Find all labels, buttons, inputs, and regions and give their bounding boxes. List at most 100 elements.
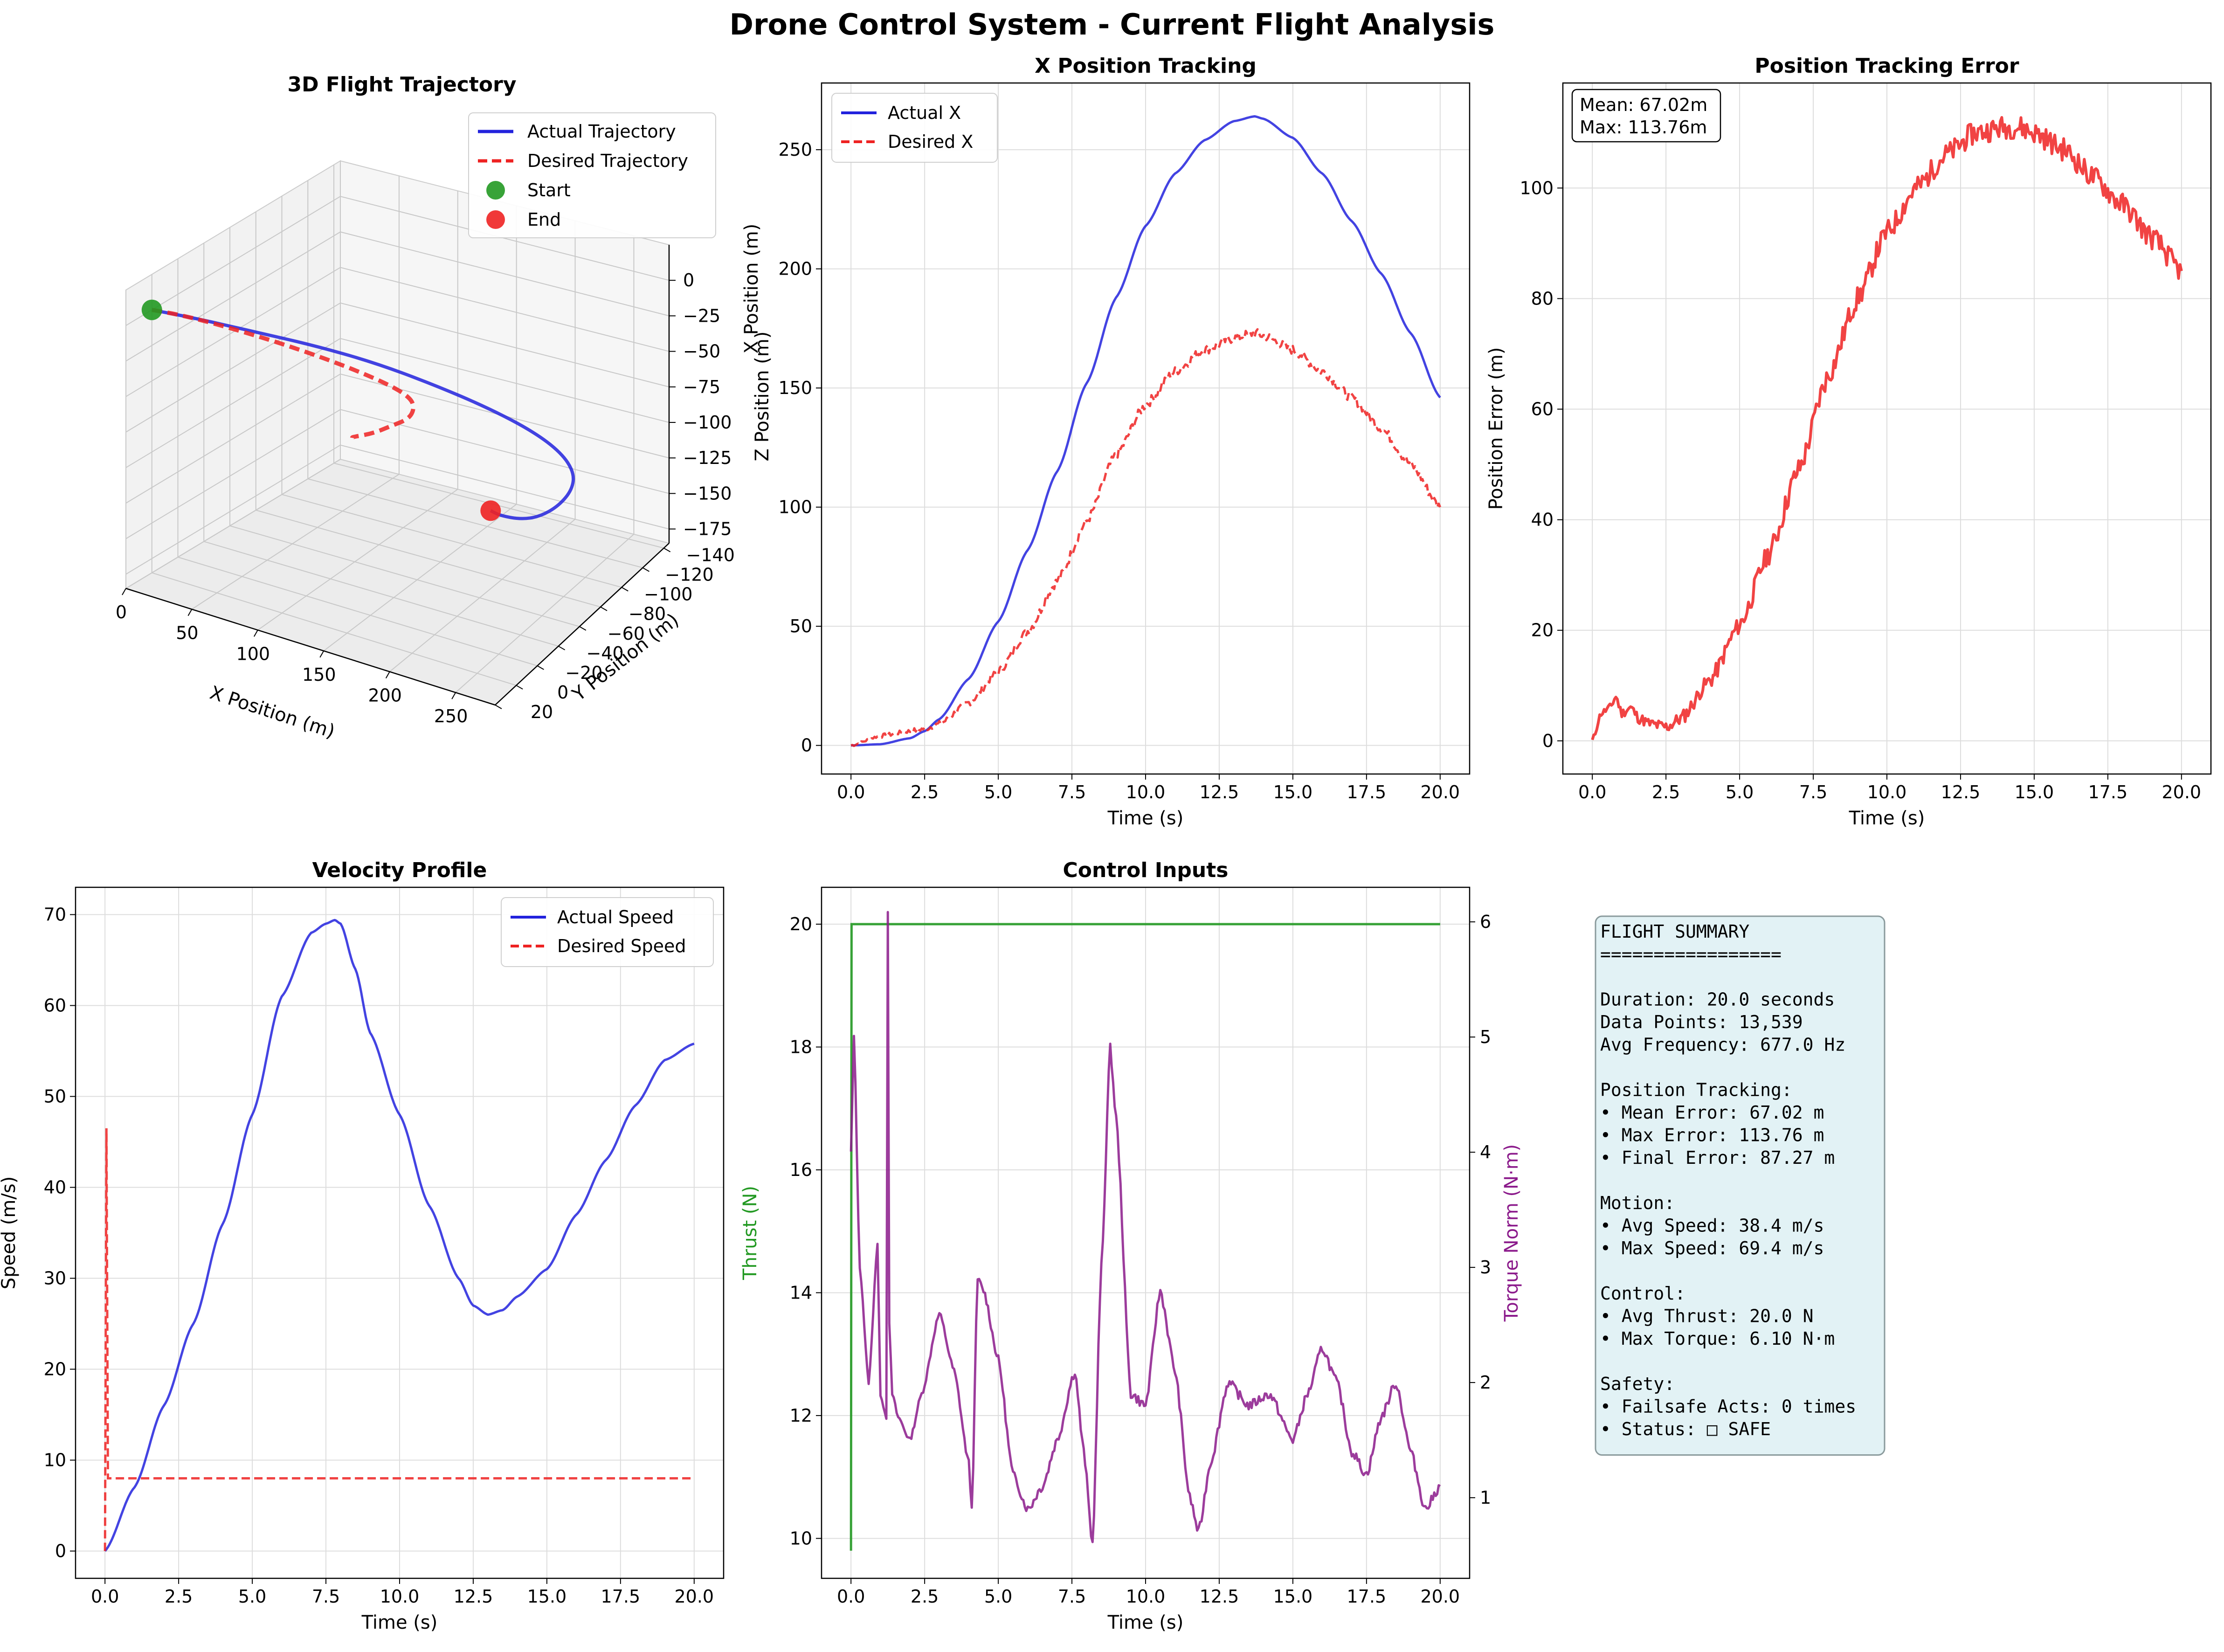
x-gridline: [125, 161, 341, 589]
x-axis-xpos: 0.0 2.5 5.0 7.5 10.0 12.5 15.0 17.5 20.0: [837, 83, 1460, 802]
x-tick-label: 20.0: [1421, 782, 1460, 802]
y-tick-label: −20: [565, 663, 602, 683]
legend-label: Actual Trajectory: [527, 121, 676, 142]
y-tick: [579, 626, 587, 631]
y-tick-label: −60: [608, 623, 645, 644]
y2-tick-label: 4: [1480, 1142, 1491, 1162]
z-gridline: [125, 196, 670, 326]
plot-frame: [75, 886, 725, 1579]
x-axis-error: 0.0 2.5 5.0 7.5 10.0 12.5 15.0 17.5 20.0: [1578, 83, 2201, 802]
summary-line: • Avg Thrust: 20.0 N: [1600, 1306, 1814, 1327]
legend-label: Desired Trajectory: [527, 151, 688, 171]
actual-trajectory-line: [152, 308, 575, 520]
z-tick-label: −100: [683, 412, 732, 433]
legend: Actual Speed Desired Speed: [501, 897, 714, 967]
z-gridline: [125, 373, 670, 504]
y2-tick-label: 1: [1480, 1487, 1491, 1508]
summary-line: Duration: 20.0 seconds: [1600, 989, 1835, 1010]
x-tick-label: 17.5: [2088, 782, 2128, 802]
x-tick-label: 10.0: [1867, 782, 1907, 802]
x-tick-label: 7.5: [312, 1586, 340, 1607]
grid-3d: [125, 161, 670, 705]
x-tick-label: 12.5: [454, 1586, 493, 1607]
summary-line: • Avg Speed: 38.4 m/s: [1600, 1216, 1824, 1236]
y-axis-velocity: 0 10 20 30 40 50 60 70: [44, 905, 724, 1562]
x-tick-label: 0.0: [837, 1586, 865, 1607]
legend-box: [501, 897, 714, 967]
x-tick-label: 15.0: [1273, 782, 1313, 802]
summary-box: [1595, 915, 1886, 1456]
y-axis-3d: 200−20−40−60−80−100−120−140: [495, 545, 735, 722]
x-tick: [122, 588, 126, 595]
desired-trajectory-line: [151, 308, 415, 440]
y-tick: [537, 665, 544, 670]
y-tick-label: 100: [778, 497, 812, 518]
mean-error-label: Mean: 67.02m: [1580, 95, 1707, 115]
x-tick-label: 10.0: [1126, 782, 1166, 802]
y-axis-xpos: 0 50 100 150 200 250: [778, 139, 1470, 756]
y-tick-label: −40: [587, 643, 624, 664]
y-axis-label: Thrust (N): [739, 1186, 761, 1280]
chart-title-velocity: Velocity Profile: [312, 858, 487, 882]
flight-summary: FLIGHT SUMMARY================= Duration:…: [1595, 915, 1886, 1456]
x-tick-label: 5.0: [238, 1586, 266, 1607]
x-tick-label: 7.5: [1799, 782, 1827, 802]
legend-marker: [486, 181, 505, 200]
legend-label: Actual X: [888, 103, 961, 123]
x-tick-label: 2.5: [911, 1586, 939, 1607]
y-axis-label: Position Error (m): [1485, 347, 1507, 510]
actual-x-line: [851, 115, 1441, 747]
legend-label: Actual Speed: [557, 907, 674, 927]
actual-speed-line: [104, 919, 695, 1552]
x-tick: [451, 692, 456, 699]
z-axis-label: Z Position (m): [752, 332, 773, 462]
summary-line: FLIGHT SUMMARY: [1600, 921, 1749, 942]
y-axis-control: 10 12 14 16 18 20: [790, 914, 1470, 1548]
x-axis-control: 0.0 2.5 5.0 7.5 10.0 12.5 15.0 17.5 20.0: [837, 887, 1460, 1607]
y2-axis-control: 1 2 3 4 5 6 Torque Norm (N·m): [1470, 912, 1522, 1508]
summary-line: • Final Error: 87.27 m: [1600, 1147, 1835, 1168]
desired-speed-line: [104, 1128, 694, 1551]
chart-title-control: Control Inputs: [1063, 858, 1229, 882]
x-axis-velocity: 0.0 2.5 5.0 7.5 10.0 12.5 15.0 17.5 20.0: [91, 887, 714, 1607]
y-tick-label: 250: [778, 139, 812, 160]
x-tick-label: 2.5: [1652, 782, 1680, 802]
y-tick-label: 200: [778, 259, 812, 279]
y-tick-label: 16: [790, 1160, 812, 1180]
summary-line: • Max Speed: 69.4 m/s: [1600, 1238, 1824, 1258]
x-tick-label: 15.0: [1273, 1586, 1313, 1607]
x-tick-label: 20.0: [1421, 1586, 1460, 1607]
stats-box: [1571, 89, 1721, 143]
y-tick-label: 70: [44, 905, 66, 925]
legend-box: [831, 93, 998, 163]
summary-line: Safety:: [1600, 1374, 1675, 1394]
y-tick-label: 0: [801, 735, 812, 756]
chart-velocity: Velocity Profile 0.0 2.5 5.0 7.5 10.0 12.5 15.0…: [0, 858, 725, 1633]
y-tick-label: 20: [1531, 620, 1554, 641]
x-tick-label: 2.5: [165, 1586, 193, 1607]
z-gridline: [125, 267, 670, 397]
x-tick: [187, 609, 193, 616]
summary-line: • Max Error: 113.76 m: [1600, 1125, 1824, 1146]
y-axis-label: Speed (m/s): [0, 1176, 20, 1290]
y2-tick-label: 3: [1480, 1257, 1491, 1278]
y-tick-label: 20: [44, 1359, 66, 1380]
y-tick-label: 100: [1520, 178, 1554, 198]
x-tick-label: 2.5: [911, 782, 939, 802]
x-tick-label: 0: [116, 602, 127, 622]
summary-line: Position Tracking:: [1600, 1080, 1792, 1100]
x-tick-label: 20.0: [2162, 782, 2202, 802]
z-gridline: [125, 338, 670, 468]
x-tick-label: 5.0: [984, 782, 1012, 802]
y-tick-label: −100: [644, 584, 692, 605]
y-tick-label: 20: [790, 914, 812, 934]
x-axis-line: [125, 588, 496, 706]
plot-frame: [1562, 82, 2212, 775]
legend-label: Desired Speed: [557, 936, 686, 956]
x-tick: [253, 629, 258, 637]
max-error-label: Max: 113.76m: [1580, 117, 1707, 138]
x-axis-label: Time (s): [1107, 808, 1184, 829]
z-tick-label: −125: [683, 448, 732, 468]
y-tick: [663, 547, 671, 553]
